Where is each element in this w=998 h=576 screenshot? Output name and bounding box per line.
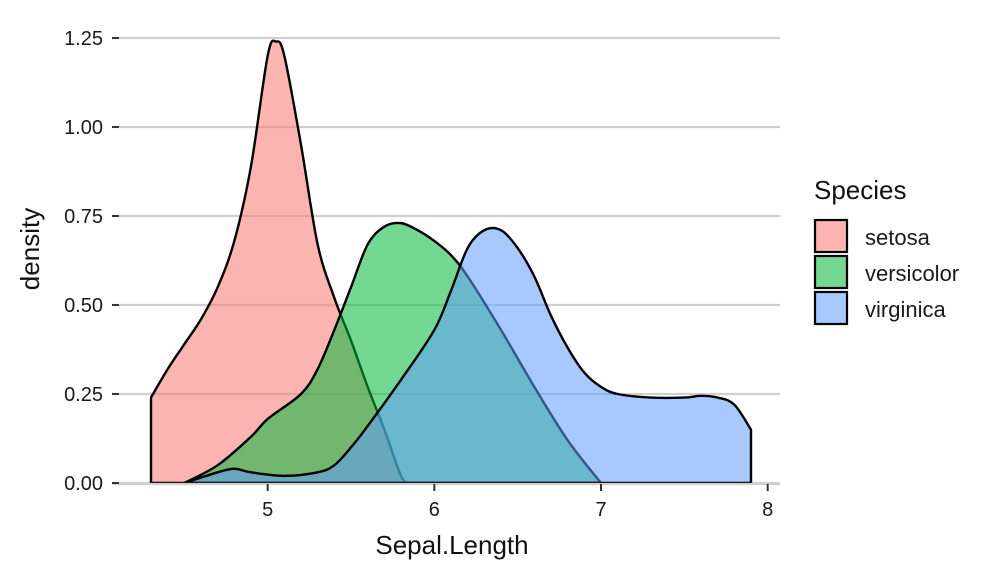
y-tick-label-2: 0.50 bbox=[64, 295, 103, 317]
x-tick-label-0: 5 bbox=[262, 499, 273, 521]
y-tick-label-1: 0.25 bbox=[64, 384, 103, 406]
legend: Species setosa versicolor virginica bbox=[813, 175, 959, 326]
y-tick-label-4: 1.00 bbox=[64, 117, 103, 139]
legend-label-virginica: virginica bbox=[865, 297, 946, 322]
y-tick-label-3: 0.75 bbox=[64, 206, 103, 228]
y-axis-title: density bbox=[15, 208, 45, 290]
axes: 0.00 0.25 0.50 0.75 1.00 1.25 5 6 7 8 bbox=[64, 28, 780, 521]
legend-label-setosa: setosa bbox=[865, 225, 931, 250]
x-tick-label-2: 7 bbox=[595, 499, 606, 521]
x-axis-title: Sepal.Length bbox=[375, 530, 528, 560]
legend-items: setosa versicolor virginica bbox=[813, 218, 959, 326]
legend-label-versicolor: versicolor bbox=[865, 261, 959, 286]
y-tick-label-5: 1.25 bbox=[64, 28, 103, 50]
legend-swatch-virginica bbox=[813, 290, 849, 326]
legend-swatch-versicolor bbox=[813, 254, 849, 290]
legend-swatch-setosa bbox=[813, 218, 849, 254]
legend-title: Species bbox=[814, 175, 907, 205]
density-area-virginica bbox=[183, 226, 753, 485]
x-tick-label-1: 6 bbox=[429, 499, 440, 521]
x-tick-label-3: 8 bbox=[762, 499, 773, 521]
y-tick-label-0: 0.00 bbox=[64, 473, 103, 495]
density-areas bbox=[149, 39, 753, 485]
